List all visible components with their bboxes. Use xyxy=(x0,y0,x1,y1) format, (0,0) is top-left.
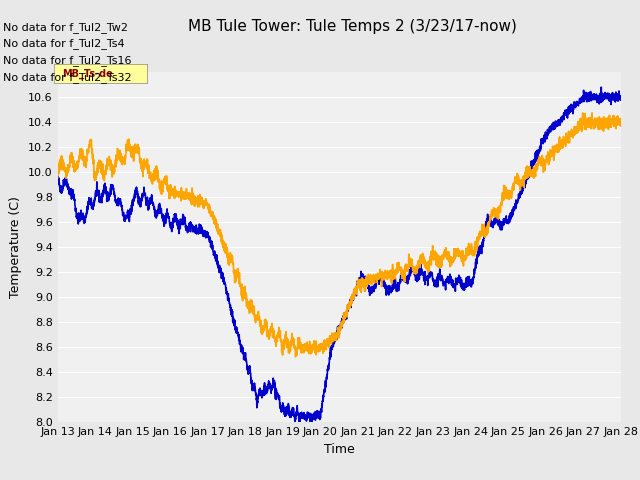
Text: No data for f_Tul2_Tw2: No data for f_Tul2_Tw2 xyxy=(3,22,128,33)
Tul2_Ts-8 xyxy=(545,152,553,158)
Text: No data for f_Tul2_Ts32: No data for f_Tul2_Ts32 xyxy=(3,72,132,83)
Tul2_Ts-2 xyxy=(545,127,553,133)
Line: Tul2_Ts-8: Tul2_Ts-8 xyxy=(58,113,621,357)
Tul2_Ts-8 xyxy=(54,175,61,180)
Text: No data for f_Tul2_Ts4: No data for f_Tul2_Ts4 xyxy=(3,38,125,49)
Tul2_Ts-8 xyxy=(606,119,614,125)
Tul2_Ts-2 xyxy=(597,84,605,90)
Tul2_Ts-2 xyxy=(296,422,303,428)
Tul2_Ts-8 xyxy=(294,346,302,351)
Tul2_Ts-8 xyxy=(118,161,125,167)
Tul2_Ts-2 xyxy=(54,176,61,181)
Tul2_Ts-2 xyxy=(152,214,159,219)
Tul2_Ts-8 xyxy=(588,110,596,116)
Tul2_Ts-2 xyxy=(294,410,302,416)
Tul2_Ts-2 xyxy=(269,381,277,387)
Tul2_Ts-8 xyxy=(269,330,277,336)
Text: MB_Ts-de: MB_Ts-de xyxy=(62,69,113,80)
Tul2_Ts-8 xyxy=(152,168,159,173)
Tul2_Ts-8 xyxy=(292,354,300,360)
Text: No data for f_Tul2_Ts16: No data for f_Tul2_Ts16 xyxy=(3,55,132,66)
Y-axis label: Temperature (C): Temperature (C) xyxy=(10,196,22,298)
Tul2_Ts-2 xyxy=(118,204,125,209)
Tul2_Ts-2 xyxy=(617,95,625,100)
Tul2_Ts-2 xyxy=(606,93,614,98)
X-axis label: Time: Time xyxy=(324,443,355,456)
Text: MB Tule Tower: Tule Temps 2 (3/23/17-now): MB Tule Tower: Tule Temps 2 (3/23/17-now… xyxy=(188,19,516,34)
Line: Tul2_Ts-2: Tul2_Ts-2 xyxy=(58,87,621,425)
Tul2_Ts-8 xyxy=(617,123,625,129)
